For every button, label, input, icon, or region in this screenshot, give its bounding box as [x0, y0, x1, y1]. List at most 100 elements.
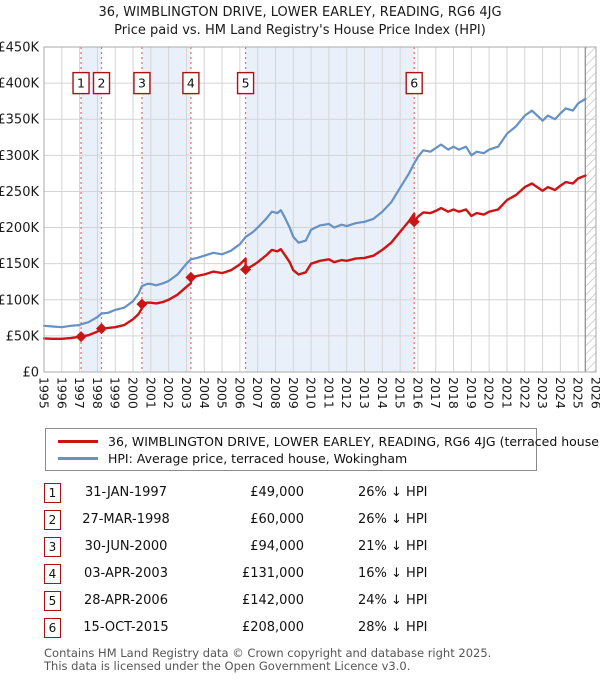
- sale-row: 6 15-OCT-2015 £208,000 28% ↓ HPI: [44, 614, 600, 641]
- x-axis-label: 2024: [553, 377, 568, 409]
- sale-vs-hpi: 16% ↓ HPI: [358, 566, 428, 581]
- sale-price: £49,000: [250, 485, 304, 500]
- y-axis-label: £300K: [0, 149, 39, 164]
- x-axis-label: 2021: [499, 377, 514, 409]
- price-paid-legend-label: 36, WIMBLINGTON DRIVE, LOWER EARLEY, REA…: [108, 434, 600, 449]
- sale-number-box: [72, 71, 90, 95]
- sale-price: £60,000: [250, 512, 304, 527]
- ownership-band: [81, 47, 102, 372]
- y-axis-label: £100K: [0, 293, 39, 308]
- sale-date: 31-JAN-1997: [85, 485, 167, 500]
- plot-border: [43, 46, 597, 373]
- x-axis-label: 1997: [72, 377, 87, 409]
- sale-marker: [185, 271, 197, 283]
- x-axis-label: 2014: [375, 377, 390, 409]
- x-axis-label: 2026: [589, 377, 600, 409]
- footer: Contains HM Land Registry data © Crown c…: [44, 647, 600, 673]
- sale-number-text: 5: [242, 76, 250, 91]
- y-axis-label: £200K: [0, 221, 39, 236]
- x-axis-label: 2001: [143, 377, 158, 409]
- sale-number-badge: 1: [44, 482, 61, 503]
- sale-price: £94,000: [250, 539, 304, 554]
- sale-number-text: 4: [187, 76, 195, 91]
- sale-vs-hpi: 26% ↓ HPI: [358, 485, 428, 500]
- sale-marker: [240, 263, 252, 275]
- hpi-legend-label: HPI: Average price, terraced house, Woki…: [108, 451, 408, 466]
- x-axis-label: 2006: [232, 377, 247, 409]
- sale-number-box: [405, 71, 423, 95]
- hpi-legend-swatch: [58, 457, 98, 460]
- footer-copyright: Contains HM Land Registry data © Crown c…: [44, 646, 492, 660]
- x-axis-label: 2007: [250, 377, 265, 409]
- sale-row: 1 31-JAN-1997 £49,000 26% ↓ HPI: [44, 479, 600, 506]
- x-axis-label: 2023: [535, 377, 550, 409]
- sale-price: £208,000: [241, 620, 304, 635]
- sale-number-text: 6: [410, 76, 418, 91]
- x-axis-label: 1996: [54, 377, 69, 409]
- x-axis-label: 2012: [339, 377, 354, 409]
- sale-date: 28-APR-2006: [84, 593, 168, 608]
- sale-number-text: 1: [77, 76, 85, 91]
- sale-date-lines: [80, 47, 415, 372]
- sale-vs-hpi: 28% ↓ HPI: [358, 620, 428, 635]
- sale-number-text: 2: [98, 76, 106, 91]
- hpi-line: [42, 97, 587, 329]
- y-axis-label: £350K: [0, 113, 39, 128]
- x-axis-label: 2019: [464, 377, 479, 409]
- sale-row: 3 30-JUN-2000 £94,000 21% ↓ HPI: [44, 533, 600, 560]
- sale-number-box: [182, 71, 200, 95]
- sales-table: 1 31-JAN-1997 £49,000 26% ↓ HPI 2 27-MAR-1998…: [44, 479, 600, 641]
- sale-price: £131,000: [241, 566, 304, 581]
- legend-row-price-paid: 36, WIMBLINGTON DRIVE, LOWER EARLEY, REA…: [54, 433, 600, 450]
- x-axis-label: 2022: [517, 377, 532, 409]
- x-axis-label: 2020: [482, 377, 497, 409]
- ownership-band: [141, 47, 191, 372]
- x-axis-label: 2017: [428, 377, 443, 409]
- future-hatch-area: [585, 47, 596, 372]
- sale-row: 5 28-APR-2006 £142,000 24% ↓ HPI: [44, 587, 600, 614]
- x-axis-label: 2015: [393, 377, 408, 409]
- sale-number-box: [92, 71, 111, 95]
- x-axis-label: 2008: [268, 377, 283, 409]
- sale-number-badge: 4: [44, 563, 61, 584]
- sale-number-box: [133, 71, 151, 95]
- sale-number-text: 3: [138, 76, 146, 91]
- y-axis-label: £450K: [0, 41, 39, 56]
- sale-number-badge: 6: [44, 617, 61, 638]
- x-axis-label: 2010: [304, 377, 319, 409]
- sale-marker: [136, 298, 148, 310]
- legend-row-hpi: HPI: Average price, terraced house, Woki…: [54, 450, 528, 467]
- sale-price: £142,000: [241, 593, 304, 608]
- sale-vs-hpi: 21% ↓ HPI: [358, 539, 428, 554]
- x-axis-label: 2003: [179, 377, 194, 409]
- sale-number-badge: 5: [44, 590, 61, 611]
- price-paid-legend-swatch: [58, 440, 98, 443]
- ownership-bands: [81, 47, 415, 372]
- footer-licence: This data is licensed under the Open Gov…: [44, 659, 411, 673]
- sale-date: 03-APR-2003: [84, 566, 168, 581]
- legend: 36, WIMBLINGTON DRIVE, LOWER EARLEY, REA…: [45, 428, 600, 471]
- y-axis-labels: £0 £50K £100K £150K £200K £250K £300K £350K £400…: [0, 41, 39, 381]
- sale-date: 27-MAR-1998: [82, 512, 170, 527]
- price-chart: 1 2 3 4 5 6 £0 £50K £100K £150K £200K £250K £300K £35…: [0, 41, 600, 409]
- x-axis-label: 2005: [215, 377, 230, 409]
- y-axis-label: £400K: [0, 77, 39, 92]
- y-axis-label: £50K: [6, 329, 40, 344]
- sale-markers: [75, 216, 420, 343]
- x-axis-label: 1998: [90, 377, 105, 409]
- sale-marker: [408, 216, 420, 228]
- x-axis-labels: 1995 1996 1997 1998 1999 2000 2001 2002 2003 2004…: [37, 377, 600, 409]
- x-axis-label: 2004: [197, 377, 212, 409]
- x-axis-label: 2002: [161, 377, 176, 409]
- x-axis-label: 2013: [357, 377, 372, 409]
- future-hatch: [584, 47, 596, 372]
- x-axis-label: 2011: [321, 377, 336, 409]
- chart-title: 36, WIMBLINGTON DRIVE, LOWER EARLEY, REA…: [98, 5, 502, 20]
- sale-number-badge: 3: [44, 536, 61, 557]
- x-axis-label: 1999: [108, 377, 123, 409]
- sale-vs-hpi: 26% ↓ HPI: [358, 512, 428, 527]
- sale-row: 4 03-APR-2003 £131,000 16% ↓ HPI: [44, 560, 600, 587]
- sale-vs-hpi: 24% ↓ HPI: [358, 593, 428, 608]
- x-axis-label: 2000: [126, 377, 141, 409]
